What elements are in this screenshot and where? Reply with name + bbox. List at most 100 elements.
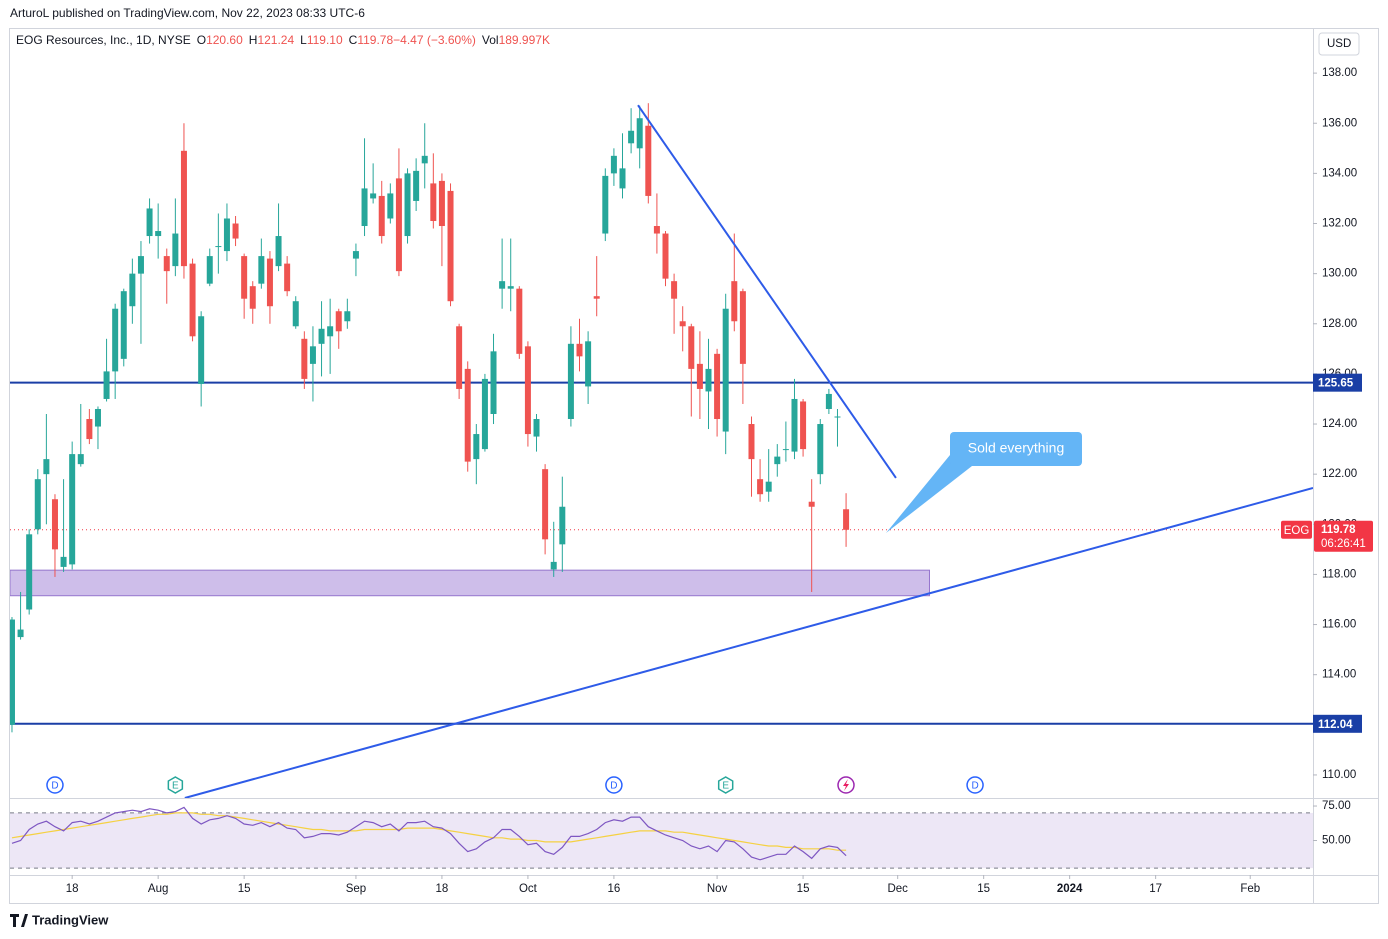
candle-body	[490, 351, 497, 415]
last-price-box	[1314, 520, 1373, 552]
event-label: E	[722, 781, 729, 792]
candle-body	[748, 424, 755, 460]
candle-body	[843, 509, 850, 530]
x-tick-label: 17	[1149, 883, 1162, 895]
candle-body	[26, 534, 33, 610]
candle-body	[335, 311, 342, 332]
dividends-icon	[837, 776, 855, 794]
candle-body	[129, 273, 136, 307]
candle-body	[146, 208, 153, 237]
y-tick-label: 75.00	[1322, 800, 1351, 812]
callout-pointer	[886, 455, 972, 533]
legend-key: H	[249, 33, 258, 47]
candle-body	[610, 155, 617, 174]
y-tick-label: 136.00	[1322, 117, 1357, 129]
y-tick-label: 118.00	[1322, 568, 1356, 580]
candle-body	[456, 326, 463, 389]
candle-body	[585, 341, 592, 387]
candle-body	[60, 556, 67, 567]
event-marker	[717, 776, 734, 794]
candle-body	[284, 263, 291, 292]
x-tick-label: 18	[66, 883, 79, 895]
hline-axis-label	[1313, 714, 1362, 733]
candle-body	[301, 338, 308, 379]
currency[interactable]: USD	[1327, 38, 1351, 50]
candle-body	[112, 308, 119, 372]
candle-body	[524, 346, 531, 435]
candle-body	[17, 629, 24, 638]
candle-body	[662, 233, 669, 279]
candle-body	[309, 346, 316, 364]
rsi-ma-line	[11, 812, 847, 851]
hline-axis-text: 112.04	[1318, 719, 1353, 731]
y-tick-label: 114.00	[1322, 669, 1356, 681]
x-tick-label: 16	[608, 883, 621, 895]
callout-box	[950, 432, 1082, 466]
y-tick-label: 116.00	[1322, 619, 1356, 631]
y-tick-label: 138.00	[1322, 67, 1357, 79]
candle-body	[430, 183, 437, 222]
x-tick-label: 15	[238, 883, 251, 895]
candle-body	[739, 291, 746, 364]
currency-button[interactable]	[1318, 32, 1360, 56]
candle-body	[757, 479, 764, 495]
callout: Sold everything	[886, 432, 1082, 533]
y-tick-label: 130.00	[1322, 268, 1357, 280]
candle-body	[51, 499, 58, 550]
trend-line	[637, 104, 897, 479]
candle-body	[189, 263, 196, 337]
candle-body	[645, 125, 652, 196]
candle-body	[782, 449, 789, 451]
symbol-label: EOG	[1284, 525, 1310, 537]
legend-key: O	[197, 33, 206, 47]
symbol-legend: EOG Resources, Inc., 1D, NYSE O120.60 H121…	[16, 33, 550, 47]
rsi-pane	[10, 806, 1313, 869]
callout-text: Sold everything	[968, 440, 1065, 456]
rsi-band	[10, 812, 1313, 869]
candle-body	[387, 193, 394, 219]
candle-body	[593, 296, 600, 299]
candle-body	[447, 190, 454, 302]
candle-body	[172, 233, 179, 267]
candle-body	[800, 401, 807, 450]
published-line: ArturoL published on TradingView.com, No…	[10, 6, 365, 20]
footer-brand: TradingView	[32, 912, 109, 927]
price-pane	[10, 103, 1313, 798]
candle-body	[413, 170, 420, 201]
candle-body	[653, 226, 660, 234]
candle-body	[370, 193, 377, 199]
legend-value: 120.60	[206, 33, 243, 47]
axes: 110.00112.00114.00116.00118.00120.00122.…	[46, 67, 1373, 895]
candle-body	[705, 368, 712, 392]
candle-body	[69, 454, 76, 565]
y-tick-label: 134.00	[1322, 167, 1357, 179]
candle-body	[774, 456, 781, 465]
hline-axis-label	[1313, 373, 1362, 392]
event-label: D	[971, 781, 978, 792]
candle-body	[275, 236, 282, 267]
candle-body	[499, 281, 506, 289]
candle-body	[731, 281, 738, 322]
event-label: E	[172, 781, 179, 792]
candle-body	[180, 150, 187, 267]
candle-body	[576, 343, 583, 357]
legend-value: 121.24	[257, 33, 294, 47]
legend-value: 189.997K	[499, 33, 550, 47]
candle-body	[395, 178, 402, 272]
event-marker	[966, 776, 984, 794]
x-tick-label: 18	[436, 883, 449, 895]
x-tick-label: Aug	[148, 883, 168, 895]
hline-axis-text: 125.65	[1318, 378, 1354, 390]
candle-body	[636, 118, 643, 149]
candle-body	[34, 479, 41, 530]
candle-body	[43, 459, 50, 475]
event-marker	[167, 776, 184, 794]
candle-body	[198, 316, 205, 384]
candle-body	[671, 281, 678, 299]
legend-value: −4.47 (−3.60%)	[393, 33, 476, 47]
candle-body	[507, 286, 514, 289]
symbol-box	[1281, 520, 1312, 539]
candle-body	[688, 326, 695, 369]
candle-body	[232, 223, 239, 239]
